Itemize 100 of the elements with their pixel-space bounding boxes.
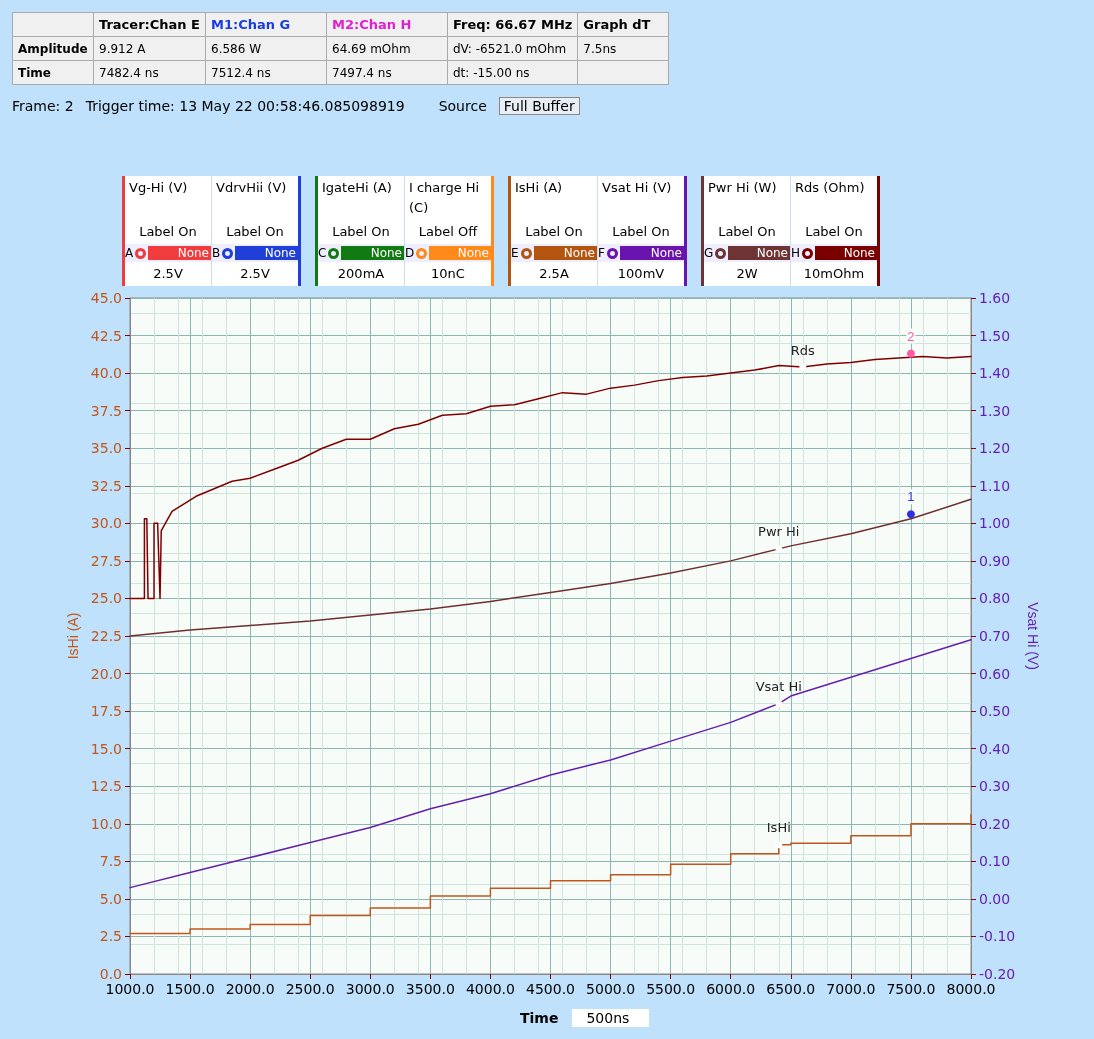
y-axis-title: IsHi (A)	[64, 612, 81, 660]
text: dV: -6521.0 mOhm	[447, 36, 578, 61]
y-tick-label: 0.0	[99, 966, 122, 982]
y2-tick-label: 0.10	[979, 853, 1011, 870]
y2-tick-label: 0.30	[979, 778, 1011, 795]
text: M2:Chan H	[326, 12, 448, 37]
text: None	[619, 246, 684, 260]
x-tick-label: 5000.0	[586, 981, 636, 997]
x-tick-label: 2000.0	[225, 981, 275, 997]
y2-tick-label: 1.50	[979, 327, 1011, 344]
y-tick-label: 12.5	[90, 778, 122, 795]
text: G	[704, 246, 714, 260]
text: IsHi (A)	[514, 179, 564, 197]
x-tick-label: 7000.0	[826, 981, 876, 997]
y2-tick-label: 1.10	[979, 477, 1011, 494]
text: Label On	[524, 223, 584, 241]
text: IgateHi (A)	[321, 179, 393, 197]
text: E	[511, 246, 519, 260]
text: Time	[12, 60, 94, 85]
text: 100mV	[616, 265, 666, 283]
y2-tick-label: 1.20	[979, 440, 1011, 457]
text: Amplitude	[12, 36, 94, 61]
text: Label On	[225, 223, 285, 241]
x-tick-label: 5500.0	[646, 981, 696, 997]
y-tick-label: 27.5	[90, 552, 122, 569]
series-label: Rds	[790, 342, 816, 358]
text: Label On	[331, 223, 391, 241]
x-tick-label: 8000.0	[946, 981, 996, 997]
y2-axis-title: Vsat Hi (V)	[1025, 602, 1042, 670]
text: M1:Chan G	[205, 12, 327, 37]
text: Vg-Hi (V)	[128, 179, 189, 197]
text: 500ns	[572, 1009, 650, 1027]
y-tick-label: 30.0	[90, 515, 122, 532]
y2-tick-label: -0.20	[979, 966, 1016, 982]
text: Label Off	[417, 223, 479, 241]
x-tick-label: 3500.0	[405, 981, 455, 997]
text: None	[429, 246, 491, 260]
y-tick-label: 35.0	[90, 440, 122, 457]
x-tick-label: 1000.0	[105, 981, 155, 997]
y-tick-label: 25.0	[90, 590, 122, 607]
y2-tick-label: 0.70	[979, 628, 1011, 644]
y-tick-label: 42.5	[90, 327, 122, 344]
y-tick-label: 10.0	[90, 815, 122, 832]
text: 7.5ns	[577, 36, 669, 61]
text: 7482.4 ns	[93, 60, 206, 85]
text: Full Buffer	[498, 97, 580, 115]
text: 2.5A	[538, 265, 570, 283]
text: Rds (Ohm)	[794, 179, 866, 197]
line-series	[129, 355, 972, 600]
y2-tick-label: 0.20	[979, 815, 1011, 832]
y2-tick-label: 0.60	[979, 665, 1011, 682]
y-tick-label: 7.5	[99, 853, 122, 870]
y-tick-label: 2.5	[99, 928, 122, 945]
x-tick-label: 6500.0	[766, 981, 816, 997]
text: Pwr Hi (W)	[707, 179, 778, 197]
y-tick-label: 15.0	[90, 740, 122, 757]
text: F	[598, 246, 605, 260]
text: Trigger time: 13 May 22 00:58:46.085098919	[85, 98, 405, 114]
text: Graph dT	[577, 12, 669, 37]
text: C	[318, 246, 327, 260]
text: None	[235, 246, 298, 260]
line-series	[129, 639, 972, 889]
text: 2W	[735, 265, 759, 283]
text: Vsat Hi (V)	[601, 179, 673, 197]
text: None	[728, 246, 790, 260]
y-tick-label: 45.0	[90, 290, 122, 306]
series-label: IsHi	[766, 820, 791, 836]
annotation: 1	[907, 489, 915, 505]
text: 2.5V	[239, 265, 271, 283]
text: I charge Hi (C)	[408, 179, 481, 217]
x-tick-label: 6000.0	[706, 981, 756, 997]
text: dt: -15.00 ns	[447, 60, 578, 85]
series-label: Pwr Hi	[758, 524, 800, 540]
text: None	[341, 246, 404, 260]
text: None	[148, 246, 211, 260]
text: None	[533, 246, 597, 260]
y2-tick-label: 1.40	[979, 365, 1011, 382]
x-tick-label: 7500.0	[886, 981, 936, 997]
text: 7512.4 ns	[205, 60, 327, 85]
y2-tick-label: 1.30	[979, 402, 1011, 419]
text: VdrvHii (V)	[215, 179, 288, 197]
y2-tick-label: 1.60	[979, 290, 1011, 306]
text: 10mOhm	[802, 265, 866, 283]
text: None	[815, 246, 877, 260]
text: Label On	[138, 223, 198, 241]
x-tick-label: 3000.0	[345, 981, 395, 997]
y-tick-label: 40.0	[90, 365, 122, 382]
y-tick-label: 5.0	[99, 890, 122, 907]
y-tick-label: 20.0	[90, 665, 122, 682]
text: 200mA	[336, 265, 386, 283]
series-label: Vsat Hi	[755, 679, 802, 695]
text: 6.586 W	[205, 36, 327, 61]
text: Label On	[717, 223, 777, 241]
x-tick-label: 1500.0	[165, 981, 215, 997]
y2-tick-label: -0.10	[979, 928, 1016, 945]
text: 7497.4 ns	[326, 60, 448, 85]
y-tick-label: 37.5	[90, 402, 122, 419]
y2-tick-label: 0.80	[979, 590, 1011, 607]
text: Freq: 66.67 MHz	[447, 12, 578, 37]
y2-tick-label: 0.90	[979, 552, 1011, 569]
